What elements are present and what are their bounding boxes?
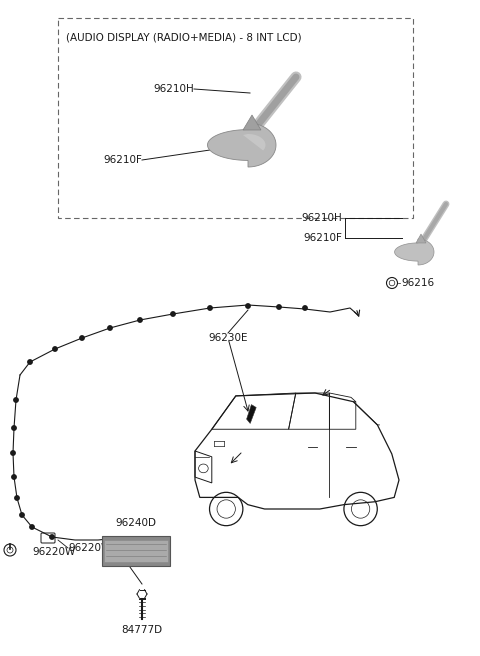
- Circle shape: [11, 451, 15, 455]
- Bar: [102, 536, 170, 566]
- Circle shape: [20, 513, 24, 517]
- Circle shape: [303, 306, 307, 310]
- Bar: [104, 540, 168, 562]
- Circle shape: [277, 305, 281, 309]
- Circle shape: [246, 304, 250, 308]
- Text: 84777D: 84777D: [121, 625, 163, 635]
- Text: 96220W: 96220W: [68, 543, 111, 553]
- Text: 96230E: 96230E: [208, 333, 248, 343]
- Circle shape: [12, 426, 16, 430]
- Circle shape: [14, 398, 18, 402]
- Circle shape: [12, 475, 16, 479]
- Polygon shape: [395, 239, 434, 265]
- Circle shape: [28, 359, 32, 364]
- Circle shape: [30, 525, 34, 529]
- Circle shape: [50, 535, 54, 539]
- Circle shape: [80, 336, 84, 340]
- Circle shape: [171, 312, 175, 316]
- Text: 96210F: 96210F: [303, 233, 342, 243]
- Circle shape: [138, 318, 142, 322]
- Polygon shape: [416, 234, 426, 243]
- Text: (AUDIO DISPLAY (RADIO+MEDIA) - 8 INT LCD): (AUDIO DISPLAY (RADIO+MEDIA) - 8 INT LCD…: [66, 33, 301, 43]
- Circle shape: [208, 306, 212, 310]
- Polygon shape: [247, 405, 256, 424]
- Polygon shape: [207, 123, 276, 167]
- Text: 96220W: 96220W: [33, 547, 76, 557]
- Circle shape: [15, 496, 19, 500]
- Text: 96210H: 96210H: [153, 84, 194, 94]
- Polygon shape: [243, 134, 265, 150]
- Polygon shape: [243, 115, 261, 130]
- Circle shape: [108, 326, 112, 330]
- Bar: [58, 18, 413, 218]
- Text: 96216: 96216: [401, 278, 434, 288]
- Circle shape: [53, 347, 57, 351]
- Text: 96210F: 96210F: [103, 155, 142, 165]
- Text: 96210H: 96210H: [301, 213, 342, 223]
- Text: 96240D: 96240D: [116, 518, 156, 528]
